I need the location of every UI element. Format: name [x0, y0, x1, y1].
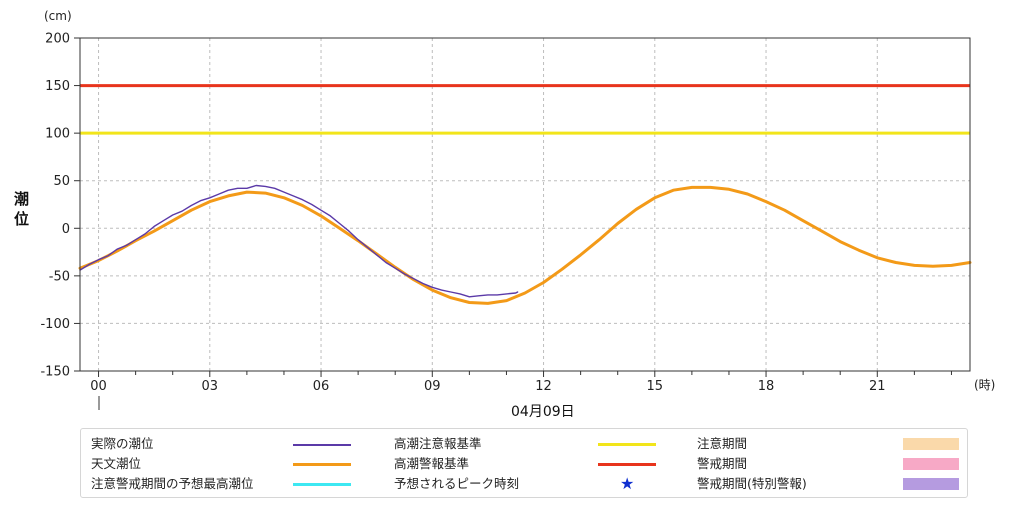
- date-label: 04月09日: [511, 404, 575, 420]
- legend-line-swatch: [598, 463, 656, 466]
- legend-item: 注意期間: [697, 434, 992, 454]
- y-tick-label: 50: [53, 174, 70, 189]
- legend-line-swatch: [598, 443, 656, 446]
- legend-item: 警戒期間(特別警報): [697, 474, 992, 494]
- threshold-lines: [80, 84, 970, 135]
- y-unit-label: (cm): [44, 9, 72, 23]
- plot-frame: [79, 37, 971, 372]
- x-axis-ticks: 00 03 06 09 12 15 18 21: [90, 371, 952, 394]
- astronomical-tide-line: [78, 185, 972, 305]
- legend-label: 実際の潮位: [91, 436, 154, 451]
- legend-box-swatch: [903, 438, 959, 450]
- legend: 実際の潮位 高潮注意報基準 注意期間天文潮位 高潮警報基準 警戒期間注意警戒期間の予想最…: [80, 428, 968, 498]
- legend-item: 高潮警報基準: [394, 454, 689, 474]
- legend-item: 実際の潮位: [91, 434, 386, 454]
- x-tick-label: 15: [647, 379, 664, 394]
- series-lines: [78, 184, 972, 305]
- y-tick-label: -50: [49, 269, 70, 284]
- legend-box-swatch: [903, 458, 959, 470]
- legend-label: 警戒期間(特別警報): [697, 476, 807, 491]
- legend-line-swatch: [293, 444, 351, 446]
- y-tick-label: 100: [45, 127, 70, 142]
- x-tick-label: 00: [90, 379, 107, 394]
- legend-item: 警戒期間: [697, 454, 992, 474]
- tide-chart: -150 -100 -50 0 50 100 150 200 00 03 06 09 12 15 18 21…: [14, 9, 995, 420]
- grid-lines: [80, 38, 970, 371]
- y-tick-label: -100: [40, 317, 70, 332]
- y-tick-label: 150: [45, 79, 70, 94]
- x-tick-label: 09: [424, 379, 441, 394]
- legend-label: 警戒期間: [697, 456, 748, 471]
- y-axis-label-1: 潮: [14, 190, 29, 208]
- y-tick-label: 0: [62, 222, 70, 237]
- star-icon: ★: [620, 474, 635, 493]
- y-axis-ticks: -150 -100 -50 0 50 100 150 200: [40, 32, 80, 380]
- observed-tide-line: [79, 184, 519, 298]
- legend-label: 予想されるピーク時刻: [394, 476, 520, 491]
- x-tick-label: 12: [535, 379, 552, 394]
- legend-label: 注意期間: [697, 436, 748, 451]
- legend-label: 注意警戒期間の予想最高潮位: [91, 476, 254, 491]
- legend-box-swatch: [903, 478, 959, 490]
- legend-label: 高潮注意報基準: [394, 436, 482, 451]
- legend-label: 高潮警報基準: [394, 456, 470, 471]
- x-tick-label: 06: [313, 379, 330, 394]
- y-tick-label: 200: [45, 32, 70, 47]
- legend-item: 天文潮位: [91, 454, 386, 474]
- legend-item: 予想されるピーク時刻 ★: [394, 474, 689, 494]
- y-tick-label: -150: [40, 365, 70, 380]
- legend-item: 高潮注意報基準: [394, 434, 689, 454]
- x-tick-label: 03: [202, 379, 219, 394]
- legend-label: 天文潮位: [91, 456, 142, 471]
- x-unit-label: (時): [974, 378, 995, 392]
- x-tick-label: 21: [869, 379, 886, 394]
- legend-line-swatch: [293, 483, 351, 486]
- legend-line-swatch: [293, 463, 351, 466]
- x-tick-label: 18: [758, 379, 775, 394]
- legend-item: 注意警戒期間の予想最高潮位: [91, 474, 386, 494]
- y-axis-label-2: 位: [14, 210, 29, 228]
